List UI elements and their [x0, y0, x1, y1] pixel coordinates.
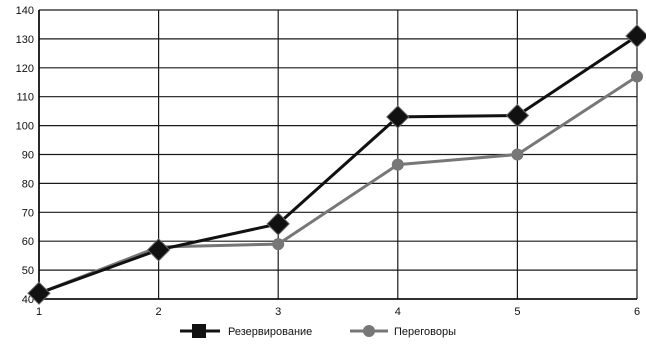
x-tick-label-5: 6	[634, 306, 640, 318]
legend-label-0: Резервирование	[228, 326, 312, 338]
x-tick-label-1: 2	[156, 306, 162, 318]
y-tick-label-7: 110	[16, 92, 34, 104]
series-0-line	[38, 34, 638, 295]
legend-marker-0	[192, 324, 206, 338]
legend-item-0: Резервирование	[180, 324, 312, 338]
series-0-point-5	[625, 24, 646, 48]
series-1-point-5	[631, 70, 643, 83]
y-tick-label-6: 100	[16, 121, 34, 133]
series-0-point-0	[27, 281, 51, 305]
x-tick-label-4: 5	[514, 306, 520, 318]
legend-item-1: Переговоры	[350, 325, 456, 338]
series-0-point-4	[505, 103, 530, 128]
series-0-point-3	[386, 105, 410, 129]
series-1-line	[38, 75, 638, 295]
series-0-point-1	[146, 238, 171, 262]
y-tick-label-0: 40	[22, 294, 34, 306]
y-tick-label-8: 120	[16, 63, 34, 75]
x-tick-label-3: 4	[395, 306, 401, 318]
y-tick-label-2: 60	[22, 236, 34, 248]
series-0	[27, 24, 646, 305]
y-tick-label-5: 90	[22, 150, 34, 162]
series-1-point-2	[272, 238, 285, 251]
x-tick-label-0: 1	[36, 306, 42, 318]
x-tick-label-2: 3	[275, 306, 281, 318]
legend-marker-1	[363, 325, 375, 337]
legend-label-1: Переговоры	[394, 326, 456, 338]
tick-labels: 40 50 60 70 80 90 100 110 120 130 140 1 2 3 4 5 6	[16, 5, 640, 318]
series-1-point-4	[511, 148, 524, 161]
series-0-point-2	[266, 212, 290, 236]
series-1-point-3	[391, 158, 404, 171]
y-tick-label-1: 50	[22, 265, 34, 277]
series-layer	[27, 24, 646, 305]
axes	[38, 10, 637, 300]
y-tick-label-3: 70	[22, 207, 34, 219]
y-tick-label-10: 140	[16, 5, 34, 17]
legend: Резервирование Переговоры	[180, 324, 456, 338]
y-tick-label-9: 130	[16, 34, 34, 46]
y-tick-label-4: 80	[22, 178, 34, 190]
